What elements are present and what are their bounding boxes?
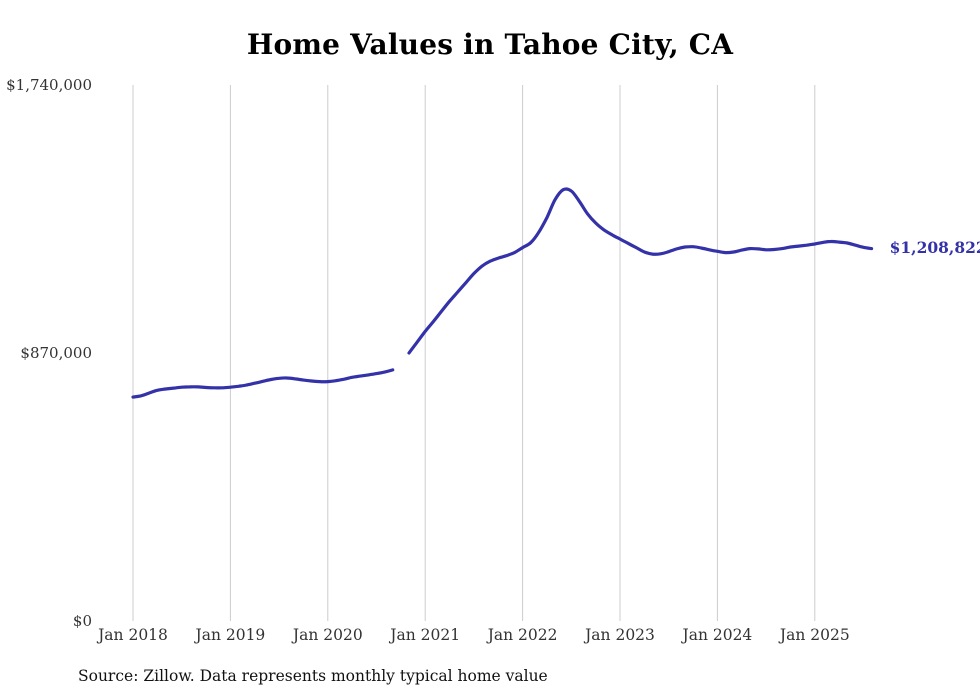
end-value-label: $1,208,822 bbox=[889, 237, 980, 257]
x-axis-tick-label: Jan 2022 bbox=[487, 626, 558, 644]
y-axis-tick-label: $0 bbox=[72, 612, 92, 630]
x-axis-tick-label: Jan 2018 bbox=[98, 626, 168, 644]
y-axis-tick-label: $870,000 bbox=[20, 344, 92, 362]
source-note: Source: Zillow. Data represents monthly … bbox=[78, 667, 548, 685]
x-axis-tick-label: Jan 2019 bbox=[195, 626, 266, 644]
value-line bbox=[131, 187, 874, 399]
chart-title: Home Values in Tahoe City, CA bbox=[246, 28, 734, 61]
gridlines bbox=[132, 85, 816, 621]
x-axis-tick-label: Jan 2021 bbox=[390, 626, 461, 644]
x-axis-tick-label: Jan 2024 bbox=[682, 626, 753, 644]
x-axis-tick-label: Jan 2023 bbox=[585, 626, 655, 644]
x-axis-tick-label: Jan 2025 bbox=[779, 626, 850, 644]
y-axis-tick-label: $1,740,000 bbox=[6, 76, 92, 94]
x-axis-tick-label: Jan 2020 bbox=[292, 626, 363, 644]
